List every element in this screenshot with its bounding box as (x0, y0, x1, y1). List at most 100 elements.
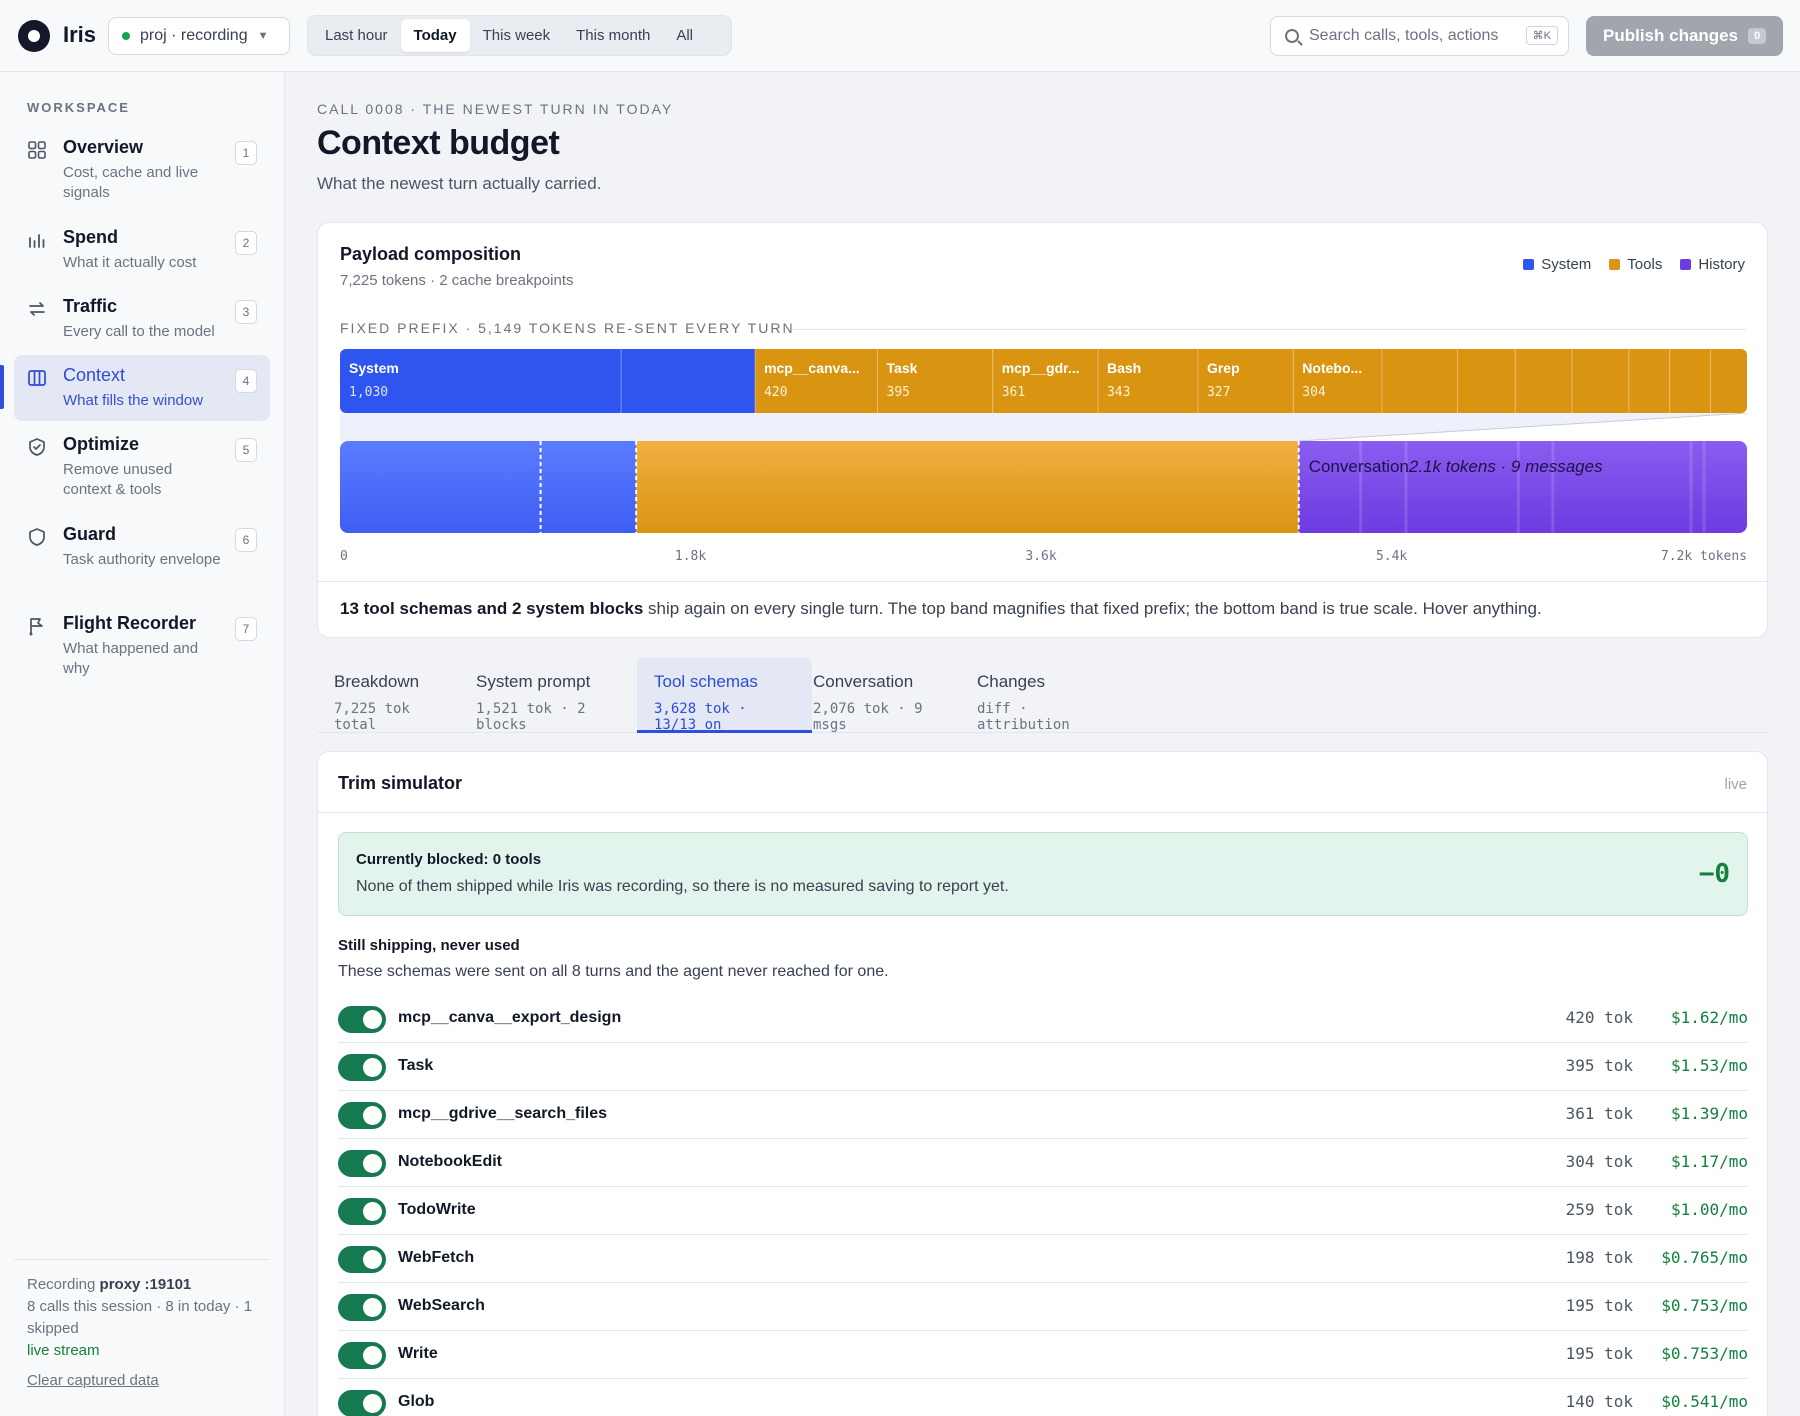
tab-system-prompt[interactable]: System prompt 1,521 tok · 2 blocks (459, 658, 637, 733)
sidebar: WORKSPACE Overview Cost, cache and live s… (0, 72, 285, 1416)
tool-name: TodoWrite (398, 1201, 476, 1218)
shield-icon (27, 527, 47, 547)
sidebar-item-description: What happened and why (63, 640, 199, 677)
shortcut-badge: 7 (235, 617, 257, 641)
tool-toggle[interactable] (338, 1102, 386, 1129)
time-range-option[interactable]: Last hour (325, 27, 388, 44)
blocked-saving-value: −0 (1698, 859, 1730, 889)
sidebar-item-spend[interactable]: Spend What it actually cost 2 (14, 217, 270, 271)
legend-swatch (1609, 259, 1621, 270)
tool-row: NotebookEdit 304 tok $1.17/mo (338, 1139, 1748, 1187)
clear-captured-data-link[interactable]: Clear captured data (27, 1372, 159, 1389)
tool-segment-label: mcp__canva... (764, 360, 860, 376)
sidebar-item-title: Flight Recorder (63, 613, 197, 633)
tool-name: mcp__canva__export_design (398, 1009, 622, 1026)
divider (318, 812, 1767, 813)
tool-segment-tokens: 395 (887, 385, 910, 400)
system-block-segment[interactable] (621, 349, 756, 413)
sidebar-item-guard[interactable]: Guard Task authority envelope 6 (14, 514, 270, 586)
tool-toggle[interactable] (338, 1054, 386, 1081)
tool-row: Task 395 tok $1.53/mo (338, 1043, 1748, 1091)
tool-schema-segment[interactable] (1197, 349, 1294, 413)
tool-name: Task (398, 1057, 434, 1074)
time-range-option[interactable]: All (676, 27, 694, 44)
time-range-option[interactable]: This month (576, 27, 651, 44)
sidebar-item-flight-recorder[interactable]: Flight Recorder What happened and why 7 (14, 603, 270, 677)
tab-changes[interactable]: Changes diff · attribution (960, 658, 1140, 733)
project-label: proj · recording (140, 27, 248, 44)
publish-changes-button[interactable]: Publish changes 0 (1586, 16, 1783, 56)
shortcut-badge: 3 (235, 300, 257, 324)
tool-schema-segment[interactable] (1628, 349, 1670, 413)
message-divider (1551, 441, 1555, 533)
tool-schema-segment[interactable] (877, 349, 993, 413)
tool-name: Glob (398, 1393, 435, 1410)
tool-tokens: 195 tok (1565, 1296, 1633, 1315)
system-block-segment[interactable] (340, 349, 622, 413)
tool-schema-segment[interactable] (1381, 349, 1458, 413)
legend-label: Tools (1627, 256, 1663, 273)
shortcut-badge: 5 (235, 438, 257, 462)
tool-schema-segment[interactable] (1097, 349, 1198, 413)
search-shortcut-badge: ⌘K (1525, 26, 1558, 45)
breadcrumb: CALL 0008 · THE NEWEST TURN IN TODAY (317, 101, 674, 117)
tool-toggle[interactable] (338, 1342, 386, 1369)
message-divider (1404, 441, 1408, 533)
system-block-bar[interactable] (340, 441, 541, 533)
tool-segment-tokens: 361 (1002, 385, 1025, 400)
tool-toggle[interactable] (338, 1294, 386, 1321)
sidebar-item-optimize[interactable]: Optimize Remove unused context & tools 5 (14, 424, 270, 498)
tool-schema-segment[interactable] (1572, 349, 1629, 413)
sidebar-item-traffic[interactable]: Traffic Every call to the model 3 (14, 286, 270, 340)
tool-tokens: 420 tok (1565, 1008, 1633, 1027)
conversation-bar[interactable] (1298, 441, 1747, 533)
footnote-text: ship again on every single turn. The top… (643, 599, 1542, 618)
tab-conversation[interactable]: Conversation 2,076 tok · 9 msgs (796, 658, 960, 733)
tool-toggle[interactable] (338, 1246, 386, 1273)
tool-toggle[interactable] (338, 1390, 386, 1416)
unused-tools-title: Still shipping, never used (338, 937, 520, 954)
search-input[interactable]: Search calls, tools, actions ⌘K (1270, 16, 1569, 56)
tool-schema-segment[interactable] (1515, 349, 1573, 413)
live-stream-link[interactable]: live stream (27, 1342, 100, 1359)
legend-swatch (1680, 259, 1692, 270)
sidebar-item-description: Cost, cache and live signals (63, 164, 199, 201)
tool-row: Write 195 tok $0.753/mo (338, 1331, 1748, 1379)
legend-swatch (1523, 259, 1535, 270)
project-selector[interactable]: proj · recording ▼ (108, 17, 290, 55)
tool-schema-segment[interactable] (1293, 349, 1382, 413)
sidebar-item-title: Guard (63, 524, 117, 544)
time-range-option[interactable]: Today (400, 19, 470, 52)
sidebar-item-title: Traffic (63, 296, 118, 316)
tool-toggle[interactable] (338, 1198, 386, 1225)
tool-segment-label: Grep (1207, 360, 1240, 376)
system-block-bar[interactable] (540, 441, 637, 533)
page-title: Context budget (317, 124, 560, 162)
tool-monthly-cost: $1.53/mo (1670, 1056, 1748, 1075)
tool-schema-segment[interactable] (755, 349, 878, 413)
iris-logo-icon (18, 20, 50, 52)
tool-schema-segment[interactable] (992, 349, 1098, 413)
tab-meta: 3,628 tok · 13/13 on (654, 701, 747, 733)
tool-schema-segment[interactable] (1457, 349, 1516, 413)
sidebar-item-context[interactable]: Context What fills the window 4 (0, 355, 270, 421)
tool-segment-label: Bash (1107, 360, 1141, 376)
sidebar-item-description: Every call to the model (63, 323, 215, 340)
tool-toggle[interactable] (338, 1006, 386, 1033)
tool-tokens: 395 tok (1565, 1056, 1633, 1075)
axis-tick-label: 3.6k (1025, 549, 1056, 564)
system-segment-label: System (349, 360, 399, 376)
tool-name: Write (398, 1345, 438, 1362)
tab-meta: 7,225 tok total (334, 701, 410, 733)
tool-toggle[interactable] (338, 1150, 386, 1177)
message-divider (1702, 441, 1706, 533)
time-range-option[interactable]: This week (482, 27, 551, 44)
tool-schema-segment[interactable] (1669, 349, 1711, 413)
tools-bar[interactable] (636, 441, 1299, 533)
tab-tool-schemas[interactable]: Tool schemas 3,628 tok · 13/13 on (637, 658, 812, 733)
tab-breakdown[interactable]: Breakdown 7,225 tok total (317, 658, 459, 733)
sidebar-item-title: Overview (63, 137, 144, 157)
sidebar-item-overview[interactable]: Overview Cost, cache and live signals 1 (14, 127, 270, 201)
arrows-swap-icon (27, 299, 47, 319)
tool-schema-segment[interactable] (1710, 349, 1747, 413)
